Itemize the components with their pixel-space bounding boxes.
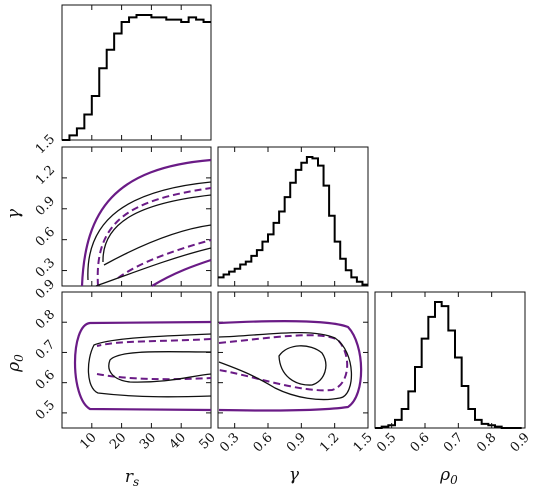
- ylabel-rho: ρ0: [4, 354, 26, 373]
- x-tick-label: 20: [107, 430, 129, 452]
- contour-mid-purple-dashed: [96, 187, 212, 287]
- x-tick-label: 0.5: [374, 430, 399, 455]
- x-tick-label: 50: [197, 430, 219, 452]
- x-tick-label: 0.9: [508, 430, 533, 455]
- contour-black-inner: [108, 350, 212, 383]
- contour-black-outer: [218, 331, 353, 401]
- contour-outer-purple: [80, 158, 212, 287]
- x-tick-label: 0.6: [251, 430, 276, 455]
- x-tick-label: 10: [77, 430, 99, 452]
- contour-black-outer: [87, 333, 212, 398]
- y-tick-label: 1.2: [33, 163, 58, 188]
- histogram-r_s: [62, 14, 211, 141]
- contour-outer-purple: [151, 258, 212, 287]
- x-tick-label: 0.3: [217, 430, 242, 455]
- axis-labels: rs γ ρ0 γ ρ0: [4, 208, 458, 489]
- panel-frame: [217, 146, 369, 287]
- contour-black-inner: [102, 194, 212, 266]
- x-tick-label: 0.8: [474, 430, 499, 455]
- contour-rho-rs: [74, 320, 212, 412]
- panel-frame: [61, 291, 212, 429]
- panels: 10 20 30 40 500.3 0.6 0.9 1.2 1.50.5 0.6 0.7 0.8 0.9…: [33, 4, 533, 455]
- xlabel-rs: rs: [125, 467, 139, 489]
- panel-frame: [217, 291, 369, 429]
- x-tick-label: 1.5: [351, 430, 376, 455]
- x-tick-label: 40: [167, 430, 189, 452]
- y-tick-label: 0.8: [33, 307, 58, 332]
- x-tick-label: 0.6: [408, 430, 433, 455]
- contour-black-outer: [87, 181, 212, 287]
- contours: [74, 158, 363, 412]
- contour-mid-purple-dashed: [218, 334, 349, 392]
- y-tick-label: 1.5: [33, 132, 58, 157]
- x-tick-label: 1.2: [317, 430, 342, 455]
- histogram-rho_0: [375, 301, 522, 429]
- contour-outer-purple: [74, 320, 212, 412]
- contour-outer-purple: [218, 320, 363, 412]
- ylabel-gamma: γ: [4, 208, 24, 219]
- panel-frame: [61, 4, 212, 141]
- contour-rho-gamma: [218, 320, 363, 412]
- x-tick-label: 0.9: [284, 430, 309, 455]
- contour-gamma-rs: [80, 158, 212, 287]
- y-tick-label: 0.7: [33, 337, 58, 362]
- x-tick-label: 30: [137, 430, 159, 452]
- y-tick-label: 0.3: [33, 255, 58, 280]
- x-tick-label: 0.7: [441, 430, 466, 455]
- contour-black-inner: [278, 345, 327, 386]
- y-tick-label: 0.6: [33, 225, 58, 250]
- y-tick-label: 0.5: [33, 398, 58, 423]
- panel-frame: [61, 146, 212, 287]
- xlabel-rho: ρ0: [439, 465, 458, 487]
- y-tick-label: 0.6: [33, 368, 58, 393]
- y-tick-label: 0.9: [33, 194, 58, 219]
- y-tick-label: 0.9: [33, 277, 58, 302]
- panel-frame: [374, 291, 526, 429]
- contour-mid-purple-dashed: [96, 338, 212, 381]
- histogram-gamma: [218, 156, 368, 286]
- xlabel-gamma: γ: [289, 465, 300, 485]
- contour-mid-purple-dashed: [117, 239, 212, 279]
